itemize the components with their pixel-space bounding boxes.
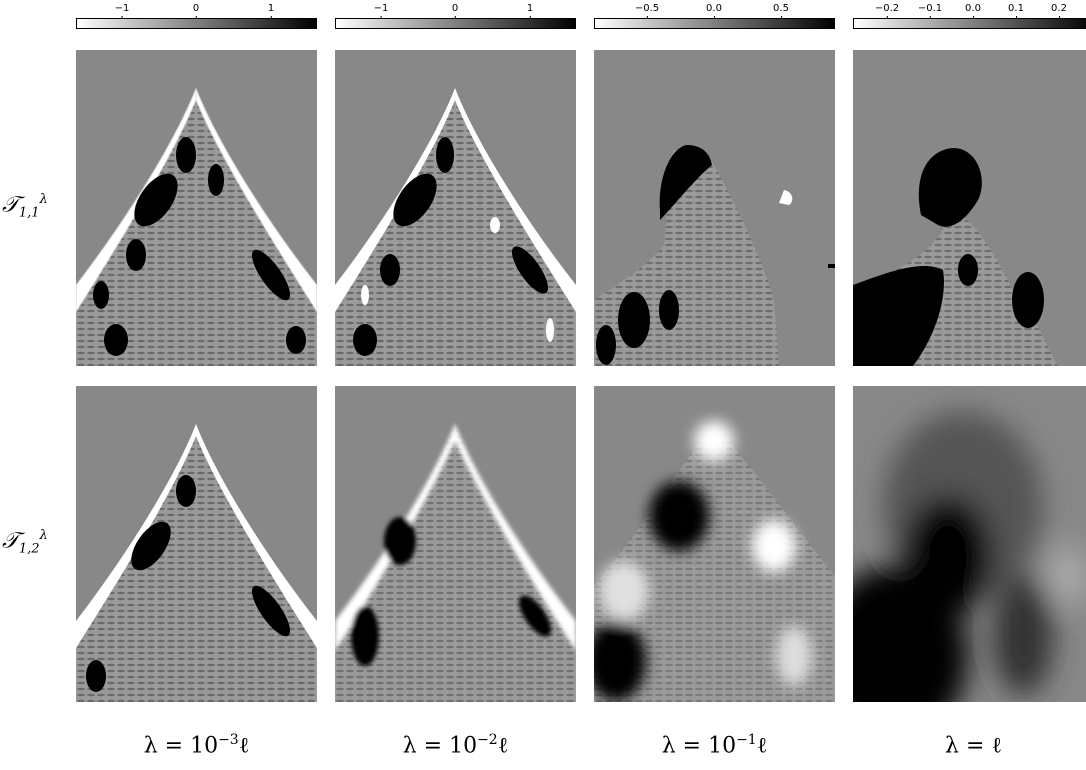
- colorbar-gradient: [76, 18, 317, 29]
- colorbar-tick: 1: [267, 3, 275, 19]
- column-label-4: λ = ℓ: [945, 733, 1002, 759]
- colorbar-tick: 1: [526, 3, 534, 19]
- colorbar-tick: 0: [451, 3, 459, 19]
- column-label-2: λ = 10−2ℓ: [402, 732, 509, 759]
- colorbar-tick: −1: [114, 3, 130, 19]
- panel-r1-c4: [853, 50, 1086, 366]
- panel-r2-c3: [594, 386, 835, 702]
- row-label-t12: 𝒯1,2λ: [2, 528, 48, 557]
- panel-r1-c3: [594, 50, 835, 366]
- colorbar-tick: 0: [192, 3, 200, 19]
- colorbar-tick: −0.1: [917, 3, 943, 19]
- colorbar-tick: 0.0: [706, 3, 722, 19]
- colorbar-gradient: [335, 18, 576, 29]
- row-label-t11: 𝒯1,1λ: [2, 192, 48, 221]
- colorbar-4: −0.2 −0.1 0.0 0.1 0.2: [853, 3, 1086, 29]
- colorbar-tick: 0.5: [773, 3, 789, 19]
- colorbar-1: −1 0 1: [76, 3, 317, 29]
- panel-r2-c2: [335, 386, 576, 702]
- colorbar-tick: 0.1: [1008, 3, 1024, 19]
- colorbar-tick: 0.2: [1051, 3, 1067, 19]
- colorbar-tick: −1: [373, 3, 389, 19]
- column-label-1: λ = 10−3ℓ: [143, 732, 250, 759]
- panel-r1-c1: [76, 50, 317, 366]
- colorbar-tick: −0.2: [874, 3, 900, 19]
- colorbar-gradient: [594, 18, 835, 29]
- colorbar-gradient: [853, 18, 1086, 29]
- colorbar-tick: −0.5: [634, 3, 660, 19]
- panel-r1-c2: [335, 50, 576, 366]
- colorbar-tick: 0.0: [965, 3, 981, 19]
- panel-r2-c1: [76, 386, 317, 702]
- colorbar-2: −1 0 1: [335, 3, 576, 29]
- colorbar-3: −0.5 0.0 0.5: [594, 3, 835, 29]
- panel-r2-c4: [853, 386, 1086, 702]
- column-label-3: λ = 10−1ℓ: [661, 732, 768, 759]
